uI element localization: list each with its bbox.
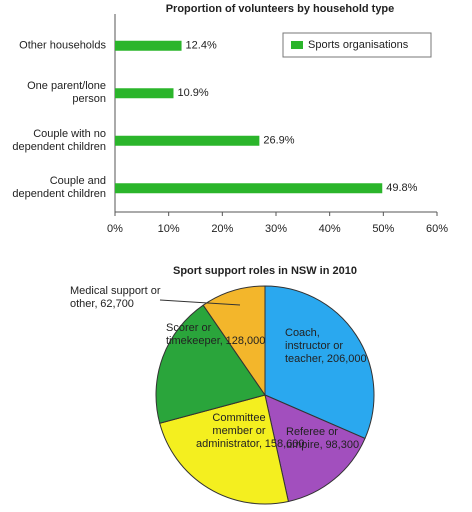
slice-name: Committee member or administrator, (196, 412, 266, 450)
y-tick-label: Couple and dependent children (12, 175, 106, 201)
x-tick-label: 60% (426, 223, 448, 235)
pie-slice (264, 394, 366, 503)
slice-value: 62,700 (100, 298, 134, 310)
x-tick-label: 50% (372, 223, 394, 235)
bar (115, 88, 174, 99)
data-label: 12.4% (186, 40, 217, 52)
legend-box (282, 32, 432, 58)
slice-label: Scorer or timekeeper, 128,000 (166, 322, 265, 348)
slice-label: Medical support or other, 62,700 (70, 285, 170, 311)
data-label: 49.8% (386, 182, 417, 194)
chart-title: Proportion of volunteers by household ty… (166, 3, 395, 15)
pie-slice (159, 394, 289, 505)
slice-value: 206,000 (326, 353, 367, 365)
x-tick-label: 10% (158, 223, 180, 235)
slice-value: 128,000 (225, 335, 266, 347)
slice-label: Coach, instructor or teacher, 206,000 (285, 327, 367, 366)
slice-label: Committee member or administrator, 158,60… (196, 412, 305, 451)
pie-slice (202, 285, 266, 397)
leader-line (159, 299, 241, 306)
slice-value: 158,600 (264, 438, 305, 450)
x-tick-label: 30% (265, 223, 287, 235)
y-tick-label: One parent/lone person (27, 80, 106, 106)
x-tick-label: 40% (319, 223, 341, 235)
slice-label: Referee or umpire, 98,300 (286, 426, 360, 452)
bar (115, 135, 260, 146)
x-tick-label: 20% (211, 223, 233, 235)
legend-label: Sports organisations (308, 39, 409, 51)
slice-name: Referee or umpire, (286, 426, 338, 451)
x-tick-label: 0% (107, 223, 123, 235)
pie-slice (264, 285, 375, 440)
legend-swatch (291, 41, 303, 49)
y-tick-label: Other households (19, 39, 106, 52)
y-tick-label: Couple with no dependent children (12, 127, 106, 153)
slice-name: Medical support or other, (70, 285, 161, 310)
bar (115, 40, 182, 51)
data-label: 10.9% (177, 87, 208, 99)
slice-value: 98,300 (325, 439, 360, 451)
slice-name: Scorer or timekeeper, (166, 322, 223, 347)
data-label: 26.9% (263, 135, 294, 147)
chart-title: Sport support roles in NSW in 2010 (173, 265, 357, 277)
pie-slice (155, 304, 266, 424)
bar (115, 183, 383, 194)
slice-name: Coach, instructor or teacher, (285, 327, 344, 365)
